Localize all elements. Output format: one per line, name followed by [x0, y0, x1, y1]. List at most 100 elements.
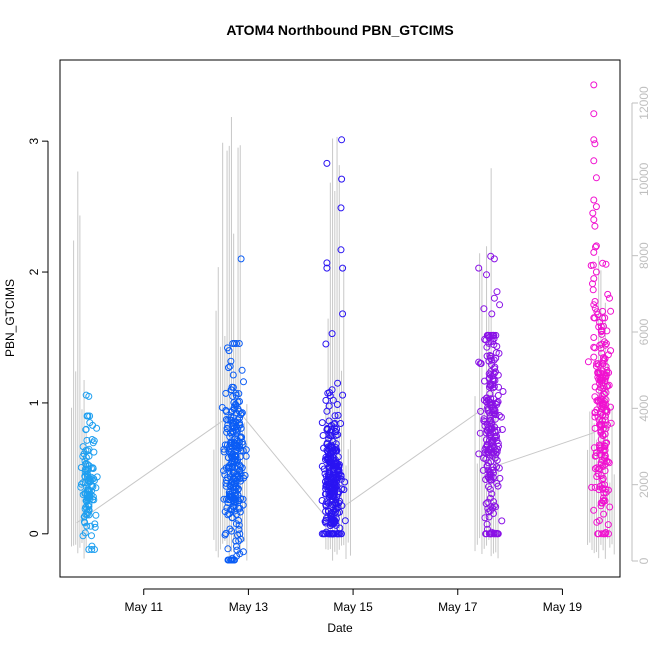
data-point	[231, 439, 239, 447]
data-point	[599, 463, 607, 470]
data-point	[318, 419, 326, 427]
data-point	[226, 525, 234, 533]
data-point	[87, 522, 95, 530]
data-point	[83, 498, 91, 506]
data-point	[325, 435, 333, 443]
data-point	[239, 548, 247, 556]
data-point	[79, 452, 87, 460]
data-point	[91, 520, 99, 528]
data-point	[239, 447, 247, 455]
data-point	[482, 500, 490, 508]
data-point	[600, 510, 608, 518]
data-point	[228, 479, 236, 487]
data-point-outlier	[483, 271, 490, 279]
data-point	[489, 406, 497, 414]
data-point	[601, 454, 609, 462]
data-point	[238, 438, 246, 446]
data-point	[601, 416, 609, 424]
data-point	[489, 337, 497, 345]
data-point	[594, 470, 602, 478]
y2-tick-label: 0	[637, 557, 650, 564]
data-point	[495, 349, 503, 357]
y-axis-label: PBN_GTCIMS	[3, 279, 17, 357]
data-point-outlier	[598, 349, 606, 357]
data-point-outlier	[475, 264, 483, 272]
data-point	[86, 412, 94, 420]
data-point	[598, 421, 606, 429]
data-point	[237, 411, 245, 419]
data-point-outlier	[591, 222, 599, 230]
data-point	[592, 452, 600, 460]
data-point	[498, 426, 506, 433]
data-point	[494, 371, 502, 379]
data-point	[337, 420, 345, 427]
data-point	[322, 396, 330, 404]
data-point	[482, 443, 490, 451]
data-point	[601, 430, 609, 438]
data-point	[221, 531, 229, 539]
data-point	[333, 401, 341, 408]
y2-tick-label: 10000	[637, 162, 650, 196]
data-point	[241, 472, 249, 479]
data-point	[334, 488, 342, 496]
data-point	[88, 546, 96, 553]
data-point	[321, 490, 329, 498]
data-point	[236, 530, 244, 538]
data-point-outlier	[323, 264, 331, 272]
data-point	[597, 323, 605, 330]
data-point-min	[328, 530, 336, 538]
data-point	[481, 335, 489, 343]
data-point	[485, 508, 493, 516]
data-point	[337, 530, 345, 538]
data-point	[593, 518, 601, 526]
data-point	[236, 504, 244, 512]
data-point	[496, 474, 504, 482]
y2-tick-label: 12000	[637, 86, 650, 120]
data-point	[603, 439, 611, 447]
data-point-outlier	[339, 310, 347, 318]
data-point-outlier	[490, 294, 498, 302]
data-point	[606, 503, 614, 511]
data-point	[483, 343, 491, 351]
data-point	[230, 498, 238, 506]
data-points	[77, 81, 615, 564]
data-point	[237, 409, 245, 417]
data-point	[593, 397, 601, 405]
data-point	[495, 412, 503, 419]
data-point	[602, 340, 610, 348]
data-point	[327, 471, 334, 479]
data-point	[81, 468, 89, 476]
data-point	[475, 450, 483, 458]
data-point	[240, 378, 247, 386]
data-point	[92, 511, 100, 519]
data-point	[229, 371, 237, 379]
data-point	[228, 514, 236, 522]
data-point	[597, 459, 605, 467]
data-point	[331, 490, 339, 498]
data-point	[493, 342, 501, 350]
data-point	[493, 401, 501, 408]
data-point	[593, 308, 601, 316]
data-point	[235, 526, 243, 533]
data-point	[486, 352, 494, 359]
data-point	[600, 489, 608, 497]
x-axis: May 11 May 13 May 15 May 17 May 19	[125, 588, 582, 614]
data-point-outlier	[590, 216, 598, 224]
y2-tick-label: 2000	[637, 471, 650, 498]
data-point	[493, 436, 501, 444]
data-point	[480, 454, 488, 462]
chart-title: ATOM4 Northbound PBN_GTCIMS	[226, 22, 453, 38]
data-point	[499, 388, 507, 395]
data-point	[488, 424, 496, 432]
data-point	[602, 439, 610, 447]
data-point	[236, 453, 244, 461]
data-point	[319, 432, 327, 439]
data-point	[331, 508, 339, 516]
data-point	[228, 554, 236, 562]
x-tick-label: May 13	[229, 600, 269, 614]
data-point-min	[230, 556, 238, 564]
data-point	[237, 424, 245, 432]
data-point	[591, 484, 599, 491]
data-point	[227, 440, 235, 447]
data-point-outlier	[322, 340, 330, 348]
